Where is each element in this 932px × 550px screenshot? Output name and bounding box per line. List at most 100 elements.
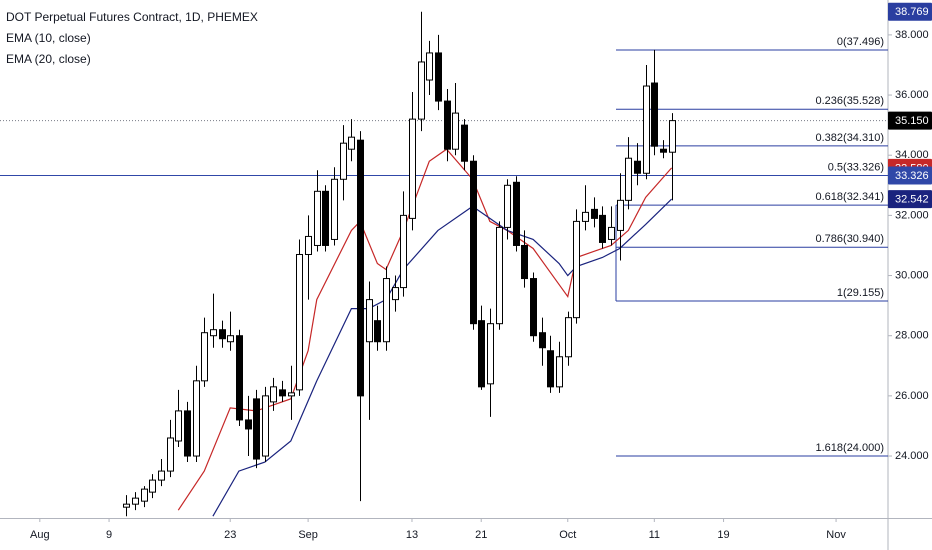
candle-body <box>435 52 442 102</box>
fib-level-label: 0.382(34.310) <box>816 132 885 144</box>
candle-body <box>547 350 554 388</box>
candle-body <box>643 85 650 174</box>
candle-body <box>227 335 234 343</box>
candle-body <box>461 124 468 162</box>
fib-level-label: 0.236(35.528) <box>816 95 885 107</box>
x-tick-label: Sep <box>298 529 318 541</box>
candle-body <box>625 157 632 201</box>
fib-level-label: 0(37.496) <box>837 36 884 48</box>
candle-body <box>331 178 338 240</box>
candle-body <box>513 181 520 246</box>
x-tick-label: Oct <box>559 529 576 541</box>
candle-body <box>669 120 676 153</box>
candle-body <box>470 160 477 325</box>
y-tick-label: 28.000 <box>895 330 929 342</box>
candle-body <box>651 82 658 147</box>
x-tick-label: Nov <box>826 529 846 541</box>
candle-body <box>418 61 425 120</box>
overlay-lines: 0(37.496) 0.236(35.528) 0.382(34.310) 0.5(3… <box>0 36 888 457</box>
candle-body <box>496 226 503 325</box>
candle-body <box>210 329 217 337</box>
candle-body <box>573 220 580 319</box>
candle-body <box>521 244 528 280</box>
y-tick-label: 26.000 <box>895 390 929 402</box>
x-tick-label: 9 <box>106 529 112 541</box>
price-tag-label: 32.542 <box>895 193 929 205</box>
candle-body <box>322 190 329 246</box>
x-tick-label: 13 <box>406 529 418 541</box>
candle-body <box>426 52 433 81</box>
candle-body <box>167 437 174 472</box>
candle-body <box>539 332 546 349</box>
y-tick-label: 36.000 <box>895 89 929 101</box>
fib-level-label: 1(29.155) <box>837 287 884 299</box>
price-tag <box>888 166 932 185</box>
candle-body <box>556 356 563 388</box>
price-tag <box>888 2 932 21</box>
candle-body <box>374 320 381 343</box>
x-tick-label: 19 <box>717 529 729 541</box>
price-tag <box>888 190 932 209</box>
x-tick-label: 11 <box>649 529 660 541</box>
candle-body <box>392 287 399 301</box>
fib-level-label: 0.5(33.326) <box>828 161 884 173</box>
candle-body <box>219 329 226 340</box>
candle-body <box>348 136 355 150</box>
candle-body <box>123 503 130 508</box>
candle-body <box>305 235 312 255</box>
candle-body <box>340 142 347 180</box>
candle-body <box>599 214 606 243</box>
candle-body <box>400 214 407 289</box>
y-tick-label: 32.000 <box>895 209 929 221</box>
candles <box>123 11 676 517</box>
candle-body <box>279 389 286 397</box>
candle-body <box>253 398 260 460</box>
candle-body <box>504 184 511 228</box>
candle-body <box>245 419 252 430</box>
price-tag-label: 33.326 <box>895 170 929 182</box>
candle-body <box>149 479 156 493</box>
x-tick-label: 21 <box>475 529 487 541</box>
price-tag-label: 35.150 <box>895 115 929 127</box>
candle-body <box>634 160 641 174</box>
legend-entry: EMA (10, close) <box>6 31 91 45</box>
candle-body <box>591 208 598 219</box>
candle-body <box>270 386 277 403</box>
legend-entry: EMA (20, close) <box>6 52 91 66</box>
candle-body <box>288 392 295 397</box>
y-tick-label: 30.000 <box>895 269 929 281</box>
y-tick-label: 24.000 <box>895 450 929 462</box>
candle-body <box>608 226 615 240</box>
y-tick-label: 34.000 <box>895 149 929 161</box>
candle-body <box>409 118 416 219</box>
candle-body <box>383 278 390 343</box>
candle-body <box>487 323 494 385</box>
candle-body <box>530 278 537 337</box>
candle-body <box>660 148 667 153</box>
y-tick-label: 38.000 <box>895 29 929 41</box>
x-tick-label: Aug <box>30 529 50 541</box>
candle-body <box>452 112 459 150</box>
candle-body <box>193 380 200 457</box>
candle-body <box>296 253 303 391</box>
candle-body <box>201 332 208 382</box>
candle-body <box>565 317 572 358</box>
fib-level-label: 1.618(24.000) <box>816 442 885 454</box>
candle-body <box>582 211 589 222</box>
candle-body <box>175 410 182 442</box>
ema-line <box>177 148 673 511</box>
chart-title: DOT Perpetual Futures Contract, 1D, PHEM… <box>6 10 258 24</box>
candle-body <box>366 299 373 343</box>
x-tick-label: 23 <box>224 529 236 541</box>
axes: 24.000 26.000 28.000 30.000 32.000 34.000 36.0… <box>30 29 929 541</box>
price-tag <box>888 111 932 130</box>
candle-body <box>132 497 139 505</box>
candle-body <box>158 470 165 481</box>
candle-body <box>444 100 451 150</box>
price-tag-label: 38.769 <box>895 6 929 18</box>
candle-body <box>141 488 148 502</box>
